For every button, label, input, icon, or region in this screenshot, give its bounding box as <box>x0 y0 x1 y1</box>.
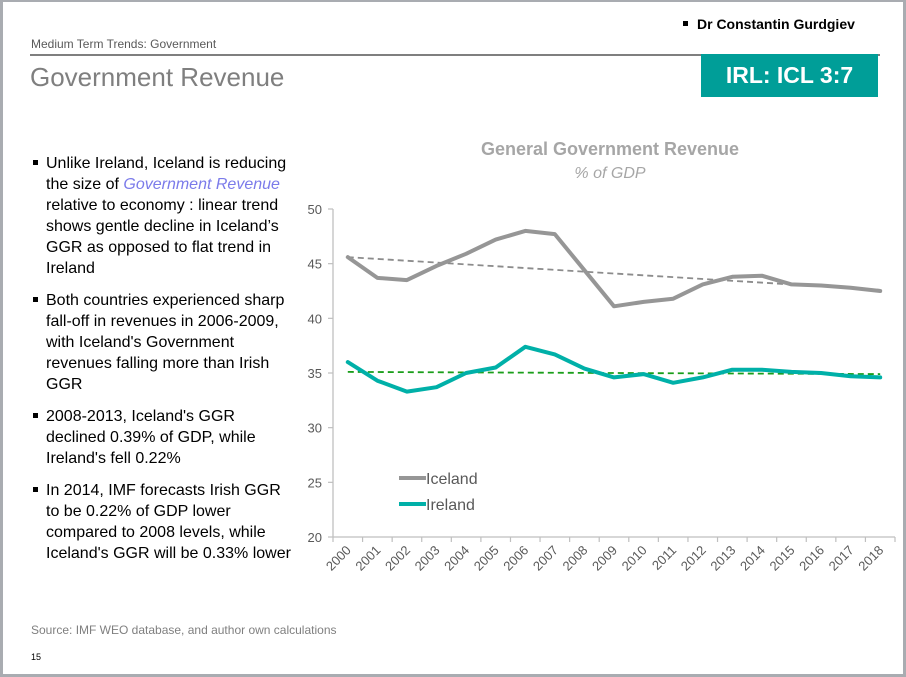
bullet-text: relative to economy : linear trend shows… <box>46 197 279 277</box>
series-line-ireland <box>345 344 883 394</box>
x-tick-label: 2004 <box>441 543 472 574</box>
legend-label: Ireland <box>426 497 475 514</box>
bullet-item: 2008-2013, Iceland's GGR declined 0.39% … <box>32 406 292 469</box>
y-tick-label: 25 <box>308 475 322 490</box>
bullet-icon <box>33 297 38 302</box>
author-name: Dr Constantin Gurdgiev <box>697 16 855 32</box>
x-tick-label: 2016 <box>796 543 827 574</box>
ratio-badge: IRL: ICL 3:7 <box>701 54 878 97</box>
x-tick-label: 2006 <box>500 543 531 574</box>
y-tick-label: 30 <box>308 421 322 436</box>
bullet-text: Both countries experienced sharp fall-of… <box>46 292 285 393</box>
x-tick-label: 2009 <box>589 543 620 574</box>
chart-title: General Government Revenue <box>480 139 740 159</box>
bullet-text: Unlike Ireland, Iceland is reducing the … <box>46 155 287 193</box>
x-tick-label: 2001 <box>352 543 383 574</box>
y-tick-label: 35 <box>308 366 322 381</box>
source-note: Source: IMF WEO database, and author own… <box>31 623 337 637</box>
x-tick-label: 2013 <box>707 543 738 574</box>
x-tick-label: 2017 <box>826 543 857 574</box>
bullet-item: Unlike Ireland, Iceland is reducing the … <box>32 153 292 279</box>
chart-subtitle: % of GDP <box>574 165 646 182</box>
author-label: Dr Constantin Gurdgiev <box>683 16 855 32</box>
x-tick-label: 2007 <box>530 543 561 574</box>
y-tick-label: 45 <box>308 257 322 272</box>
y-tick-label: 50 <box>308 202 322 217</box>
x-tick-label: 2011 <box>649 543 679 573</box>
bullet-icon <box>33 413 38 418</box>
bullet-icon <box>33 160 38 165</box>
x-tick-label: 2003 <box>412 543 443 574</box>
x-tick-label: 2008 <box>559 543 590 574</box>
x-tick-label: 2002 <box>382 543 413 574</box>
bullet-list: Unlike Ireland, Iceland is reducing the … <box>32 153 292 575</box>
y-tick-label: 40 <box>308 311 322 326</box>
x-tick-label: 2014 <box>737 543 768 574</box>
page-title: Government Revenue <box>30 62 285 92</box>
bullet-text: In 2014, IMF forecasts Irish GGR to be 0… <box>46 482 291 562</box>
legend-label: Iceland <box>426 471 478 488</box>
bullet-item: Both countries experienced sharp fall-of… <box>32 290 292 395</box>
bullet-highlight: Government Revenue <box>123 176 280 193</box>
bullet-item: In 2014, IMF forecasts Irish GGR to be 0… <box>32 480 292 564</box>
header-divider <box>30 54 880 56</box>
x-tick-label: 2000 <box>323 543 354 574</box>
bullet-icon <box>33 487 38 492</box>
bullet-text: 2008-2013, Iceland's GGR declined 0.39% … <box>46 408 256 467</box>
page-number: 15 <box>31 652 42 662</box>
x-tick-label: 2005 <box>471 543 502 574</box>
y-tick-label: 20 <box>308 530 322 545</box>
x-tick-label: 2015 <box>767 543 798 574</box>
section-label: Medium Term Trends: Government <box>31 37 217 51</box>
x-tick-label: 2018 <box>855 543 886 574</box>
bullet-icon <box>683 20 688 26</box>
x-tick-label: 2010 <box>619 543 650 574</box>
series-line-iceland <box>345 228 883 309</box>
x-tick-label: 2012 <box>678 543 709 574</box>
